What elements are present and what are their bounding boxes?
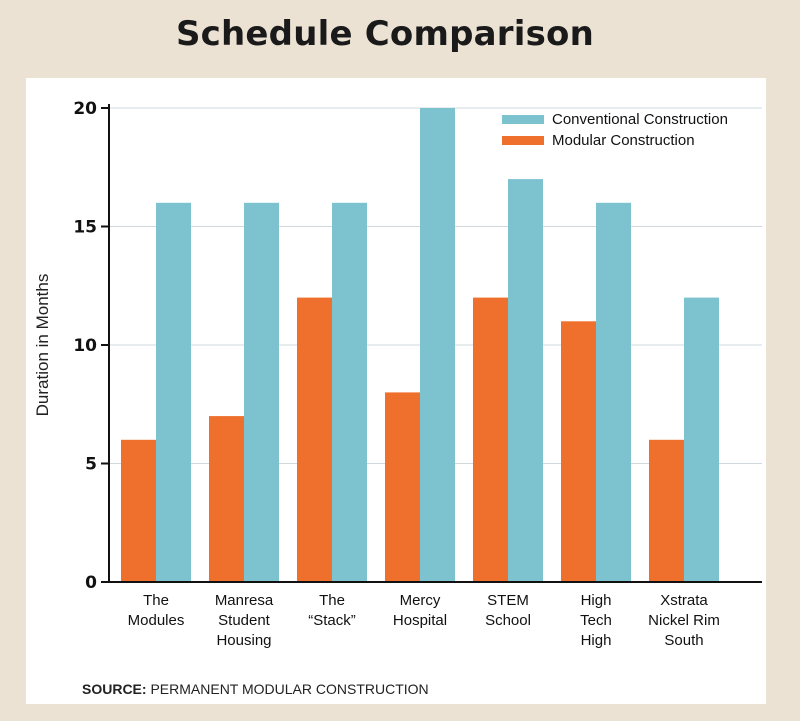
legend-label: Conventional Construction	[552, 111, 728, 128]
bar-conventional	[156, 202, 191, 583]
bar-modular	[473, 297, 508, 582]
legend-label: Modular Construction	[552, 132, 695, 149]
x-tick-label: School	[485, 612, 531, 629]
bar-modular	[385, 392, 420, 582]
legend-swatch	[502, 115, 544, 124]
legend-swatch	[502, 136, 544, 145]
x-tick-label: South	[664, 632, 703, 649]
chart-title: Schedule Comparison	[175, 14, 595, 54]
x-tick-label: Manresa	[215, 592, 274, 609]
y-tick-label: 15	[73, 218, 97, 238]
source-note: SOURCE: PERMANENT MODULAR CONSTRUCTION	[82, 681, 429, 697]
x-tick-label: Modules	[128, 612, 185, 629]
bar-modular	[209, 416, 244, 582]
x-tick-label: Tech	[580, 612, 612, 629]
source-text: PERMANENT MODULAR CONSTRUCTION	[150, 681, 429, 697]
bar-modular	[561, 321, 596, 582]
y-tick-label: 0	[85, 573, 97, 593]
x-tick-label: The	[319, 592, 345, 609]
x-tick-label: Hospital	[393, 612, 447, 629]
x-tick-label: The	[143, 592, 169, 609]
x-tick-label: Xstrata	[660, 592, 708, 609]
bar-conventional	[508, 179, 543, 582]
bar-conventional	[420, 108, 455, 582]
bar-modular	[649, 439, 684, 582]
chart-panel	[26, 78, 766, 704]
x-tick-label: Nickel Rim	[648, 612, 720, 629]
bar-modular	[297, 297, 332, 582]
y-tick-label: 5	[85, 455, 97, 475]
source-label: SOURCE:	[82, 681, 147, 697]
bar-conventional	[332, 202, 367, 583]
x-tick-label: High	[581, 592, 612, 609]
y-tick-label: 20	[73, 99, 97, 119]
x-tick-label: Student	[218, 612, 271, 629]
x-tick-label: Housing	[216, 632, 271, 649]
bar-conventional	[684, 297, 719, 582]
y-axis-label: Duration in Months	[33, 274, 52, 417]
y-tick-label: 10	[73, 336, 97, 356]
x-tick-label: “Stack”	[308, 612, 356, 629]
x-tick-label: Mercy	[400, 592, 441, 609]
x-tick-label: STEM	[487, 592, 529, 609]
bar-conventional	[596, 202, 631, 583]
x-tick-label: High	[581, 632, 612, 649]
bar-modular	[121, 439, 156, 582]
bar-conventional	[244, 202, 279, 583]
